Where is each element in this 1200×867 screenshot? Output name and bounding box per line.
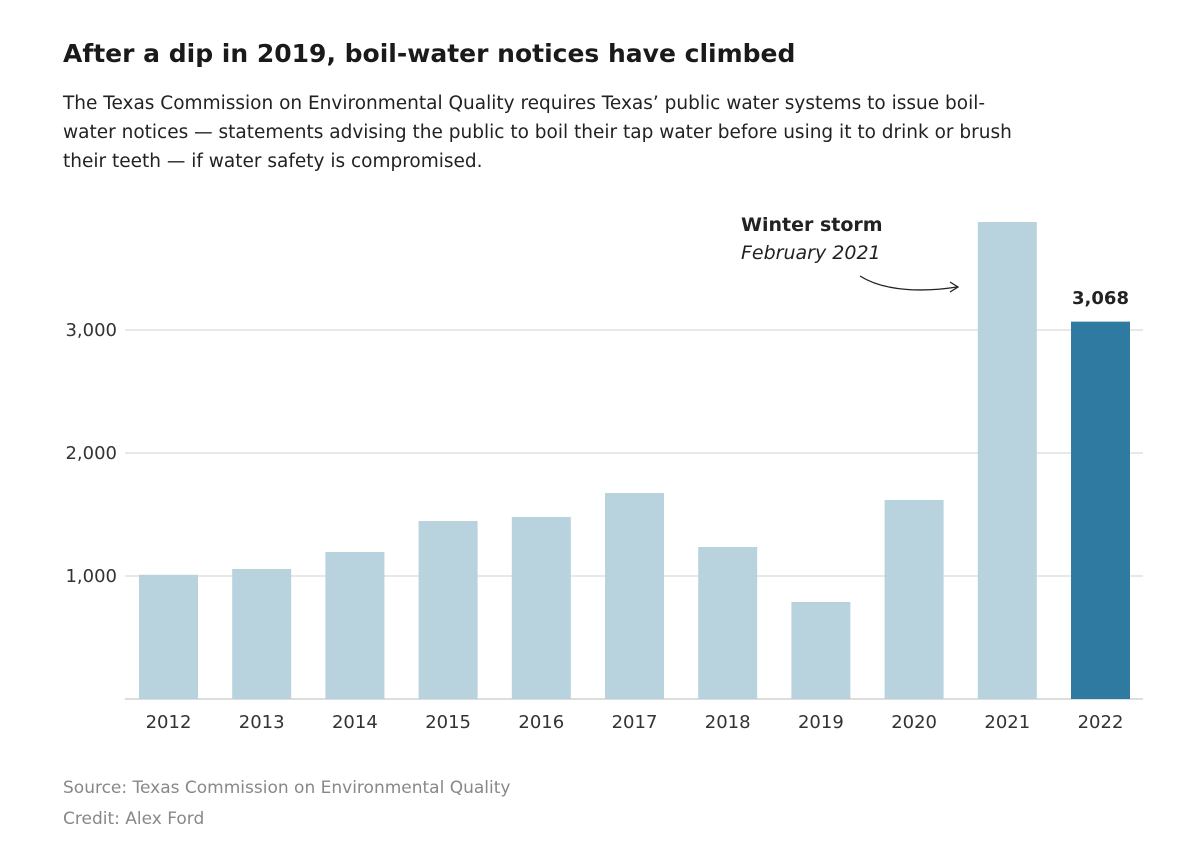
x-tick-label: 2014 <box>332 712 378 733</box>
bar-2012 <box>139 574 198 699</box>
subtitle-line-3: their teeth — if water safety is comprom… <box>63 151 483 172</box>
x-tick-label: 2013 <box>239 712 285 733</box>
x-tick-label: 2021 <box>984 712 1030 733</box>
bar-2014 <box>325 552 385 699</box>
x-tick-label: 2022 <box>1078 712 1124 733</box>
x-tick-label: 2018 <box>705 712 751 733</box>
bar-2020 <box>884 499 944 699</box>
y-tick-label: 3,000 <box>65 320 117 341</box>
annotation-arrow <box>859 275 958 291</box>
bar-2016 <box>511 516 571 699</box>
bar-2018 <box>698 546 758 699</box>
x-tick-label: 2015 <box>425 712 471 733</box>
annotation-subtitle: February 2021 <box>741 242 881 264</box>
x-tick-label: 2017 <box>612 712 658 733</box>
credit: Credit: Alex Ford <box>63 809 204 829</box>
subtitle-line-2: water notices — statements advising the … <box>63 122 1012 143</box>
bars <box>139 222 1130 700</box>
x-tick-label: 2020 <box>891 712 937 733</box>
x-axis-labels: 2012 2013 2014 2015 2016 2017 2018 2019 2020 2021… <box>146 712 1124 733</box>
bar-2017 <box>605 492 664 699</box>
y-axis-labels: 1,000 2,000 3,000 <box>65 320 117 587</box>
x-tick-label: 2019 <box>798 712 844 733</box>
annotation-arrowhead <box>949 281 960 293</box>
chart-title: After a dip in 2019, boil-water notices … <box>63 39 795 68</box>
bar-2015 <box>418 521 478 699</box>
source: Source: Texas Commission on Environmenta… <box>63 778 510 798</box>
y-tick-label: 2,000 <box>65 443 117 464</box>
x-tick-label: 2016 <box>518 712 564 733</box>
highlight-value-label: 3,068 <box>1072 288 1129 309</box>
bar-2021 <box>977 222 1037 700</box>
bar-2019 <box>791 601 851 699</box>
y-tick-label: 1,000 <box>65 566 117 587</box>
bar-2013 <box>232 568 292 699</box>
annotation-title: Winter storm <box>741 214 883 236</box>
x-tick-label: 2012 <box>146 712 192 733</box>
subtitle-line-1: The Texas Commission on Environmental Qu… <box>62 93 985 114</box>
bar-2022 <box>1071 321 1130 699</box>
